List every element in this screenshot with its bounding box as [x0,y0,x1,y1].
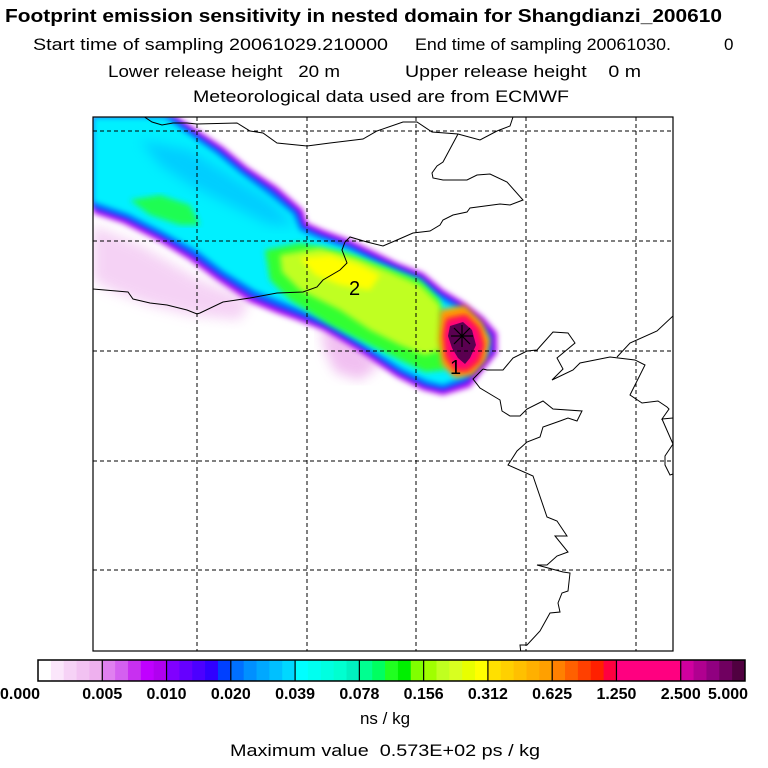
colorbar-swatch [693,660,707,681]
colorbar-tick-label: 0.078 [339,686,379,703]
colorbar-swatch [115,660,129,681]
colorbar-tick-label: 0.000 [0,686,40,703]
figure-title: Footprint emission sensitivity in nested… [5,6,722,26]
colorbar-swatch [397,660,412,681]
colorbar-tick-labels: 0.000 0.005 0.010 0.020 0.039 0.078 0.156 0.312… [0,686,748,703]
colorbar-swatch [552,660,566,681]
colorbar-unit-label: ns / kg [360,709,410,728]
colorbar [37,659,746,682]
colorbar-swatch [436,660,450,681]
colorbar-swatch [590,660,605,681]
colorbar-swatch [76,660,90,681]
colorbar-swatch [243,660,258,681]
end-time-suffix: 0 [724,35,733,54]
colorbar-tick-label: 0.156 [404,686,444,703]
colorbar-swatch [487,660,502,681]
contour-label-2: 2 [349,278,360,300]
contour-label-1: 1 [450,357,461,379]
colorbar-swatch [410,660,425,681]
colorbar-swatch [282,660,296,681]
map-frame [92,116,674,652]
colorbar-swatch [629,660,643,681]
colorbar-swatch [385,660,399,681]
colorbar-swatch [89,660,103,681]
colorbar-tick-label: 0.005 [82,686,122,703]
colorbar-tick-label: 0.039 [275,686,315,703]
colorbar-swatch [616,660,630,681]
colorbar-swatch [565,660,579,681]
colorbar-swatch [256,660,270,681]
colorbar-swatch [642,660,656,681]
upper-release-height: Upper release height 0 m [405,62,641,81]
met-data-label: Meteorological data used are from ECMWF [193,87,569,106]
colorbar-tick-label: 5.000 [708,686,748,703]
colorbar-tick-label: 0.010 [147,686,187,703]
colorbar-swatch [603,660,617,681]
colorbar-swatch [449,660,463,681]
colorbar-swatch [346,660,360,681]
colorbar-swatch [706,660,720,681]
colorbar-swatch [539,660,553,681]
colorbar-swatch [153,660,168,681]
colorbar-swatch [372,660,386,681]
coastlines [93,117,673,651]
colorbar-swatch [140,660,155,681]
colorbar-swatch [50,660,65,681]
lower-release-height: Lower release height 20 m [108,62,340,81]
colorbar-swatch [166,660,180,681]
footprint-plume [93,117,497,395]
colorbar-swatch [320,660,335,681]
colorbar-swatch [217,660,232,681]
colorbar-tick-label: 2.500 [661,686,701,703]
colorbar-swatch [526,660,540,681]
colorbar-swatch [230,660,245,681]
colorbar-swatch [179,660,193,681]
colorbar-swatch [307,660,322,681]
colorbar-swatch [513,660,527,681]
colorbar-swatch [475,660,489,681]
colorbar-swatch [63,660,78,681]
colorbar-swatch [127,660,142,681]
colorbar-tick-label: 0.020 [211,686,251,703]
colorbar-swatch [732,660,746,681]
colorbar-swatch [462,660,476,681]
colorbar-swatch [500,660,515,681]
colorbar-swatch [38,660,52,681]
colorbar-swatch [295,660,309,681]
gridlines [93,117,673,651]
colorbar-swatch [423,660,437,681]
end-time-label: End time of sampling 20061030. [415,35,671,54]
colorbar-swatch [655,660,669,681]
colorbar-frame [37,659,746,682]
release-site-marker-icon [451,325,473,347]
colorbar-tick-label: 0.625 [532,686,572,703]
colorbar-swatch [333,660,348,681]
colorbar-swatch [359,660,373,681]
colorbar-swatch [205,660,219,681]
maximum-value-label: Maximum value 0.573E+02 ps / kg [230,741,540,760]
colorbar-swatch [577,660,592,681]
colorbar-swatch [192,660,206,681]
colorbar-swatch [269,660,283,681]
colorbar-swatch [102,660,116,681]
colorbar-tick-label: 0.312 [468,686,508,703]
map-area: 2 1 [93,117,673,651]
colorbar-swatch [719,660,733,681]
colorbar-swatch [667,660,682,681]
colorbar-tick-label: 1.250 [596,686,636,703]
colorbar-swatch [680,660,695,681]
start-time-label: Start time of sampling 20061029.210000 [33,35,388,54]
